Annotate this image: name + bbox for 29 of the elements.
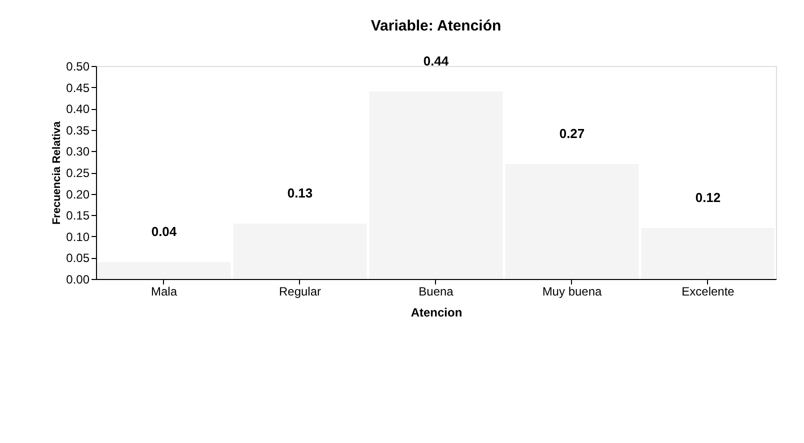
x-tick-label: Excelente <box>682 284 735 298</box>
y-tick-label: 0.50 <box>66 60 90 74</box>
x-tick-label: Buena <box>418 284 454 298</box>
y-tick-label: 0.00 <box>66 272 90 286</box>
data-label: 0.13 <box>287 186 313 201</box>
y-tick-label: 0.45 <box>66 80 90 95</box>
x-tick-label: Muy buena <box>542 284 602 298</box>
y-tick-label: 0.10 <box>66 230 90 244</box>
y-axis-title: Frecuencia Relativa <box>51 120 64 225</box>
chart-title: Variable: Atención <box>370 18 502 35</box>
y-tick-label: 0.35 <box>66 123 90 138</box>
data-label: 0.44 <box>423 54 450 69</box>
data-label: 0.27 <box>559 126 585 141</box>
y-tick-label: 0.20 <box>66 187 90 202</box>
y-tick-label: 0.15 <box>66 208 90 223</box>
bar <box>641 228 775 279</box>
x-tick-label: Mala <box>150 284 178 298</box>
bar <box>505 164 639 279</box>
x-axis-title: Atencion <box>410 306 462 320</box>
bar <box>97 262 231 279</box>
data-label: 0.04 <box>151 224 178 239</box>
x-tick-label: Regular <box>278 284 322 298</box>
y-tick-label: 0.05 <box>66 251 90 266</box>
bar <box>233 224 367 279</box>
y-tick-label: 0.40 <box>66 102 90 116</box>
data-label: 0.12 <box>695 190 721 205</box>
y-tick-label: 0.25 <box>66 166 90 180</box>
y-tick-label: 0.30 <box>66 144 90 159</box>
bar <box>369 92 503 279</box>
